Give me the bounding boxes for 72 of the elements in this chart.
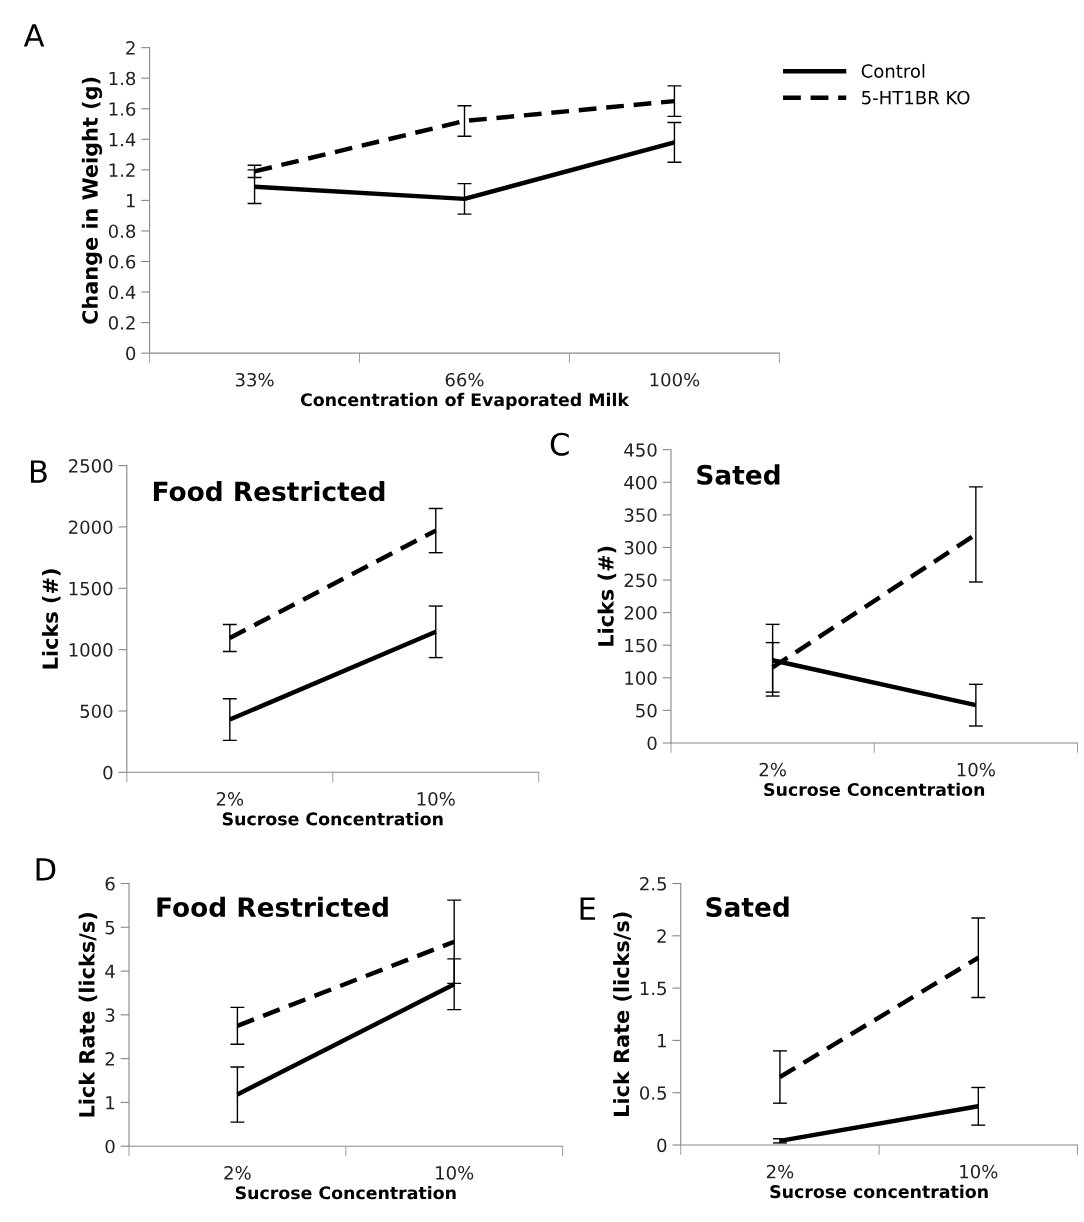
y-tick-label: 2 (657, 929, 666, 943)
y-tick-label: 2 (126, 41, 135, 55)
y-tick-label: 2000 (69, 520, 113, 535)
text: C (550, 432, 569, 456)
y-tick-label: 1.8 (109, 71, 136, 86)
x-tick-label: 2% (759, 762, 786, 777)
y-tick-label: 1 (126, 194, 135, 208)
y-tick-label: 0 (126, 346, 136, 361)
chart-title: Food Restricted (157, 896, 388, 918)
y-axis-title: Licks (#) (597, 546, 617, 646)
y-axis-title: Licks (#) (41, 569, 61, 669)
y-axis-title: Lick Rate (licks/s) (78, 913, 98, 1117)
y-tick-label: 1000 (69, 643, 113, 657)
y-tick-label: 2 (105, 1052, 114, 1066)
text: E (580, 897, 595, 920)
y-tick-label: 0.4 (108, 285, 136, 300)
legend-label: 5-HT1BR KO (862, 90, 970, 105)
y-tick-label: 100 (625, 671, 657, 685)
y-tick-label: 400 (624, 475, 657, 490)
text: D (36, 858, 56, 881)
x-axis-title: Sucrose Concentration (222, 812, 443, 826)
chart-title: Sated (706, 896, 789, 918)
y-tick-label: 3 (105, 1008, 115, 1022)
y-tick-label: 0 (103, 765, 113, 780)
chart-title: Food Restricted (153, 480, 385, 502)
y-tick-label: 0.8 (108, 224, 136, 239)
y-tick-label: 0.5 (640, 1086, 666, 1100)
y-tick-label: 350 (624, 508, 657, 522)
y-tick-label: 0.6 (108, 254, 136, 269)
y-tick-label: 200 (624, 606, 657, 620)
text: B (30, 460, 47, 483)
y-tick-label: 50 (636, 703, 657, 718)
y-tick-label: 0.2 (108, 316, 135, 330)
x-tick-label: 2% (224, 1166, 251, 1180)
y-tick-label: 150 (625, 638, 657, 653)
x-axis-title: Sucrose Concentration (764, 782, 985, 797)
x-axis-title: Concentration of Evaporated Milk (300, 392, 630, 410)
y-tick-label: 0 (105, 1139, 115, 1154)
y-tick-label: 300 (624, 540, 657, 555)
y-axis-title: Lick Rate (licks/s) (613, 912, 632, 1116)
y-tick-label: 1.2 (109, 163, 135, 177)
text: A (23, 24, 45, 47)
y-tick-label: 0 (647, 736, 657, 751)
x-tick-label: 10% (960, 1164, 998, 1179)
y-tick-label: 1 (658, 1034, 666, 1048)
y-tick-label: 6 (105, 876, 115, 891)
y-tick-label: 500 (80, 704, 113, 719)
x-tick-label: 33% (235, 372, 274, 387)
y-tick-label: 1.6 (109, 102, 136, 116)
y-tick-label: 0 (657, 1138, 667, 1153)
x-tick-label: 66% (445, 372, 484, 387)
x-tick-label: 100% (650, 372, 700, 387)
y-tick-label: 5 (105, 920, 115, 935)
legend-label: Control (861, 63, 925, 78)
y-tick-label: 2500 (69, 459, 113, 473)
y-tick-label: 1500 (69, 581, 113, 596)
x-axis-title: Sucrose concentration (770, 1184, 988, 1199)
y-tick-label: 4 (105, 964, 115, 978)
chart-title: Sated (697, 464, 780, 485)
y-tick-label: 250 (624, 573, 657, 588)
x-tick-label: 10% (436, 1166, 474, 1180)
x-tick-label: 2% (766, 1164, 794, 1179)
y-tick-label: 1.4 (109, 133, 136, 147)
x-tick-label: 2% (216, 792, 244, 806)
y-tick-label: 2.5 (640, 876, 666, 891)
y-tick-label: 450 (624, 443, 657, 457)
x-tick-label: 10% (417, 792, 455, 806)
y-tick-label: 1 (106, 1096, 115, 1110)
y-axis-title: Change in Weight (g) (81, 77, 103, 324)
x-tick-label: 10% (957, 762, 995, 777)
y-tick-label: 1.5 (640, 981, 666, 996)
x-axis-title: Sucrose Concentration (235, 1185, 456, 1200)
